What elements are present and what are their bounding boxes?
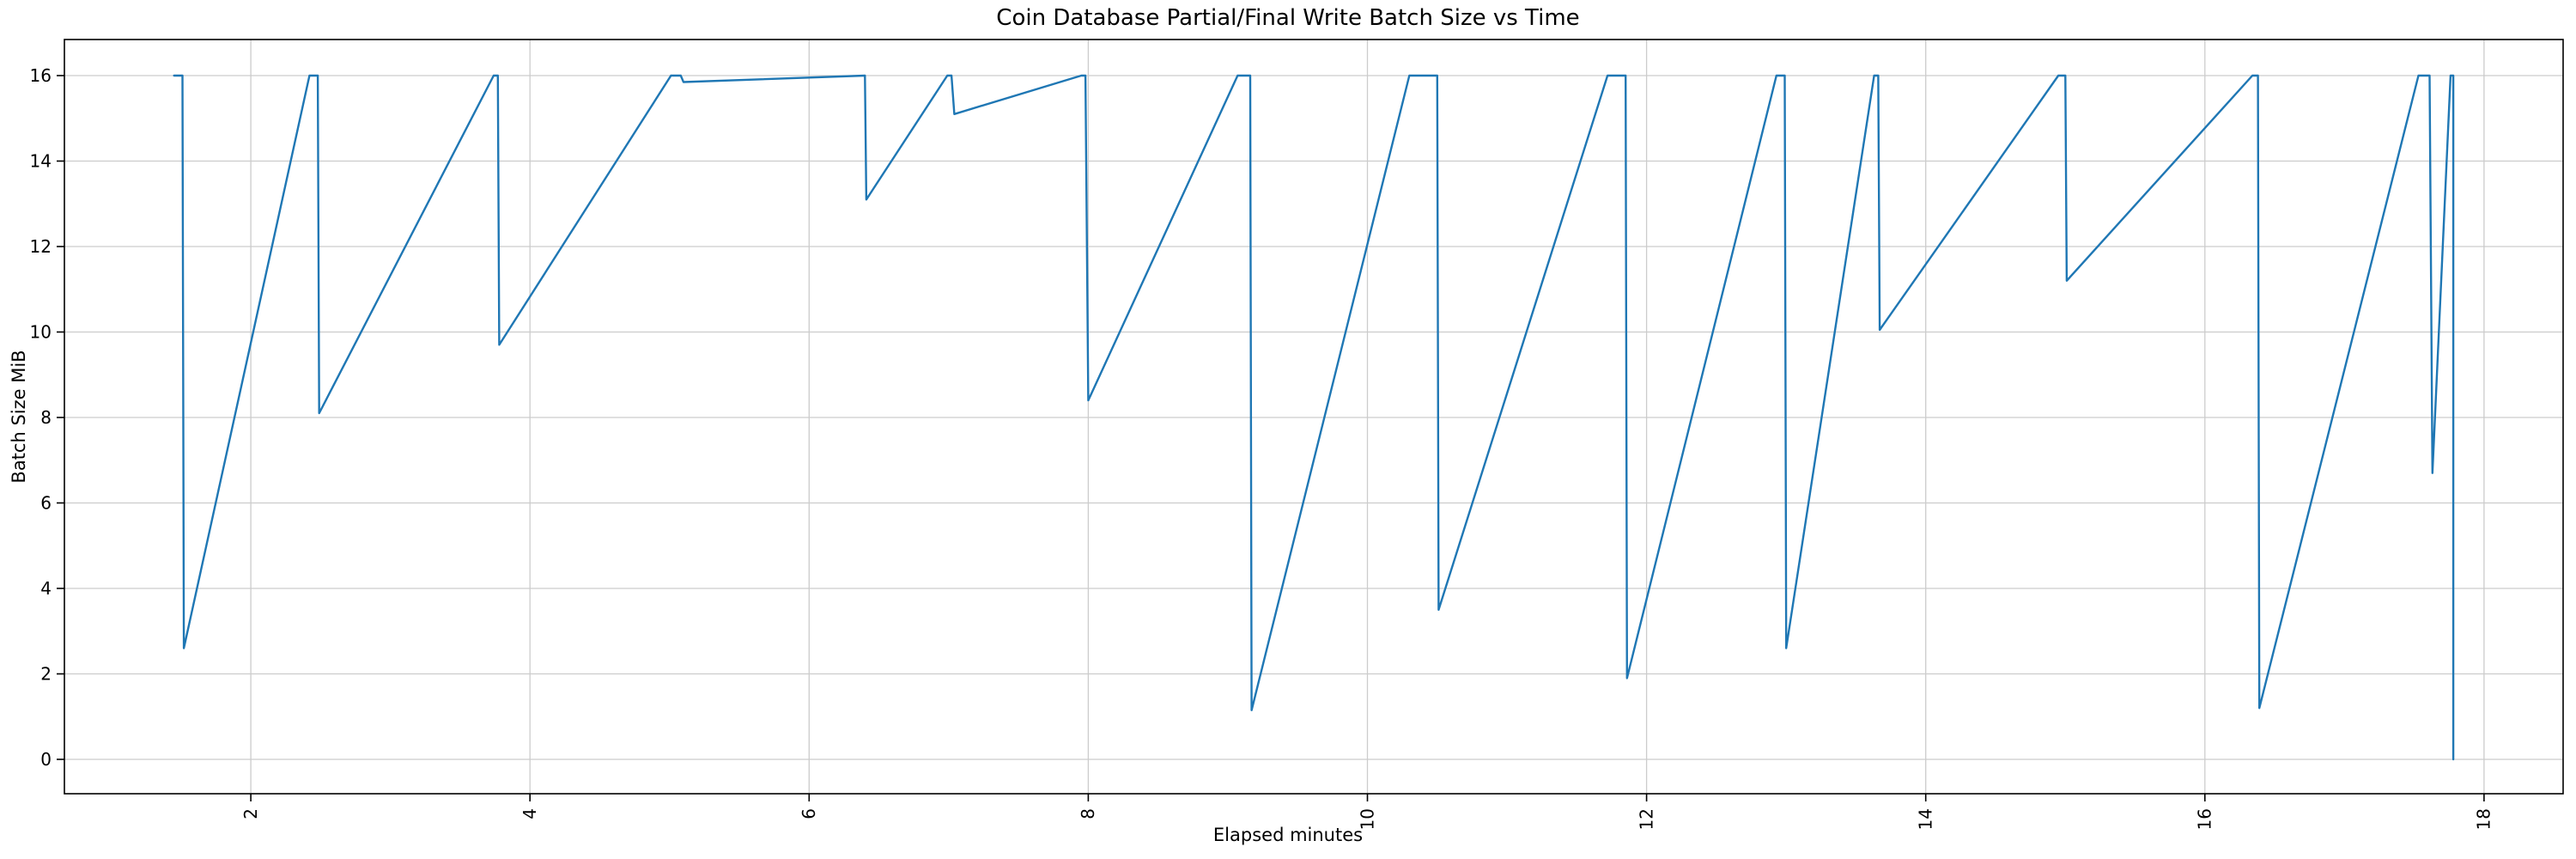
x-tick-label: 2 <box>240 808 261 819</box>
y-tick-label: 6 <box>40 493 52 514</box>
y-tick-label: 16 <box>30 65 52 86</box>
y-tick-label: 2 <box>40 664 52 685</box>
y-tick-label: 12 <box>30 236 52 257</box>
y-tick-label: 0 <box>40 749 52 770</box>
y-tick-label: 4 <box>40 578 52 599</box>
y-tick-label: 8 <box>40 407 52 428</box>
x-tick-label: 18 <box>2474 808 2494 830</box>
y-axis-label: Batch Size MiB <box>9 350 29 484</box>
x-tick-label: 14 <box>1916 808 1936 830</box>
x-tick-label: 16 <box>2195 808 2215 830</box>
plot-border <box>64 39 2564 795</box>
x-tick-label: 12 <box>1636 808 1656 830</box>
y-tick-label: 14 <box>30 151 52 172</box>
y-tick-label: 10 <box>30 322 52 343</box>
x-tick-label: 10 <box>1357 808 1377 830</box>
x-axis-label: Elapsed minutes <box>1212 825 1364 845</box>
x-tick-label: 4 <box>519 808 540 819</box>
x-tick-label: 6 <box>799 808 819 819</box>
x-tick-label: 8 <box>1078 808 1098 819</box>
chart-title: Coin Database Partial/Final Write Batch … <box>996 5 1580 31</box>
data-line <box>173 74 2455 761</box>
